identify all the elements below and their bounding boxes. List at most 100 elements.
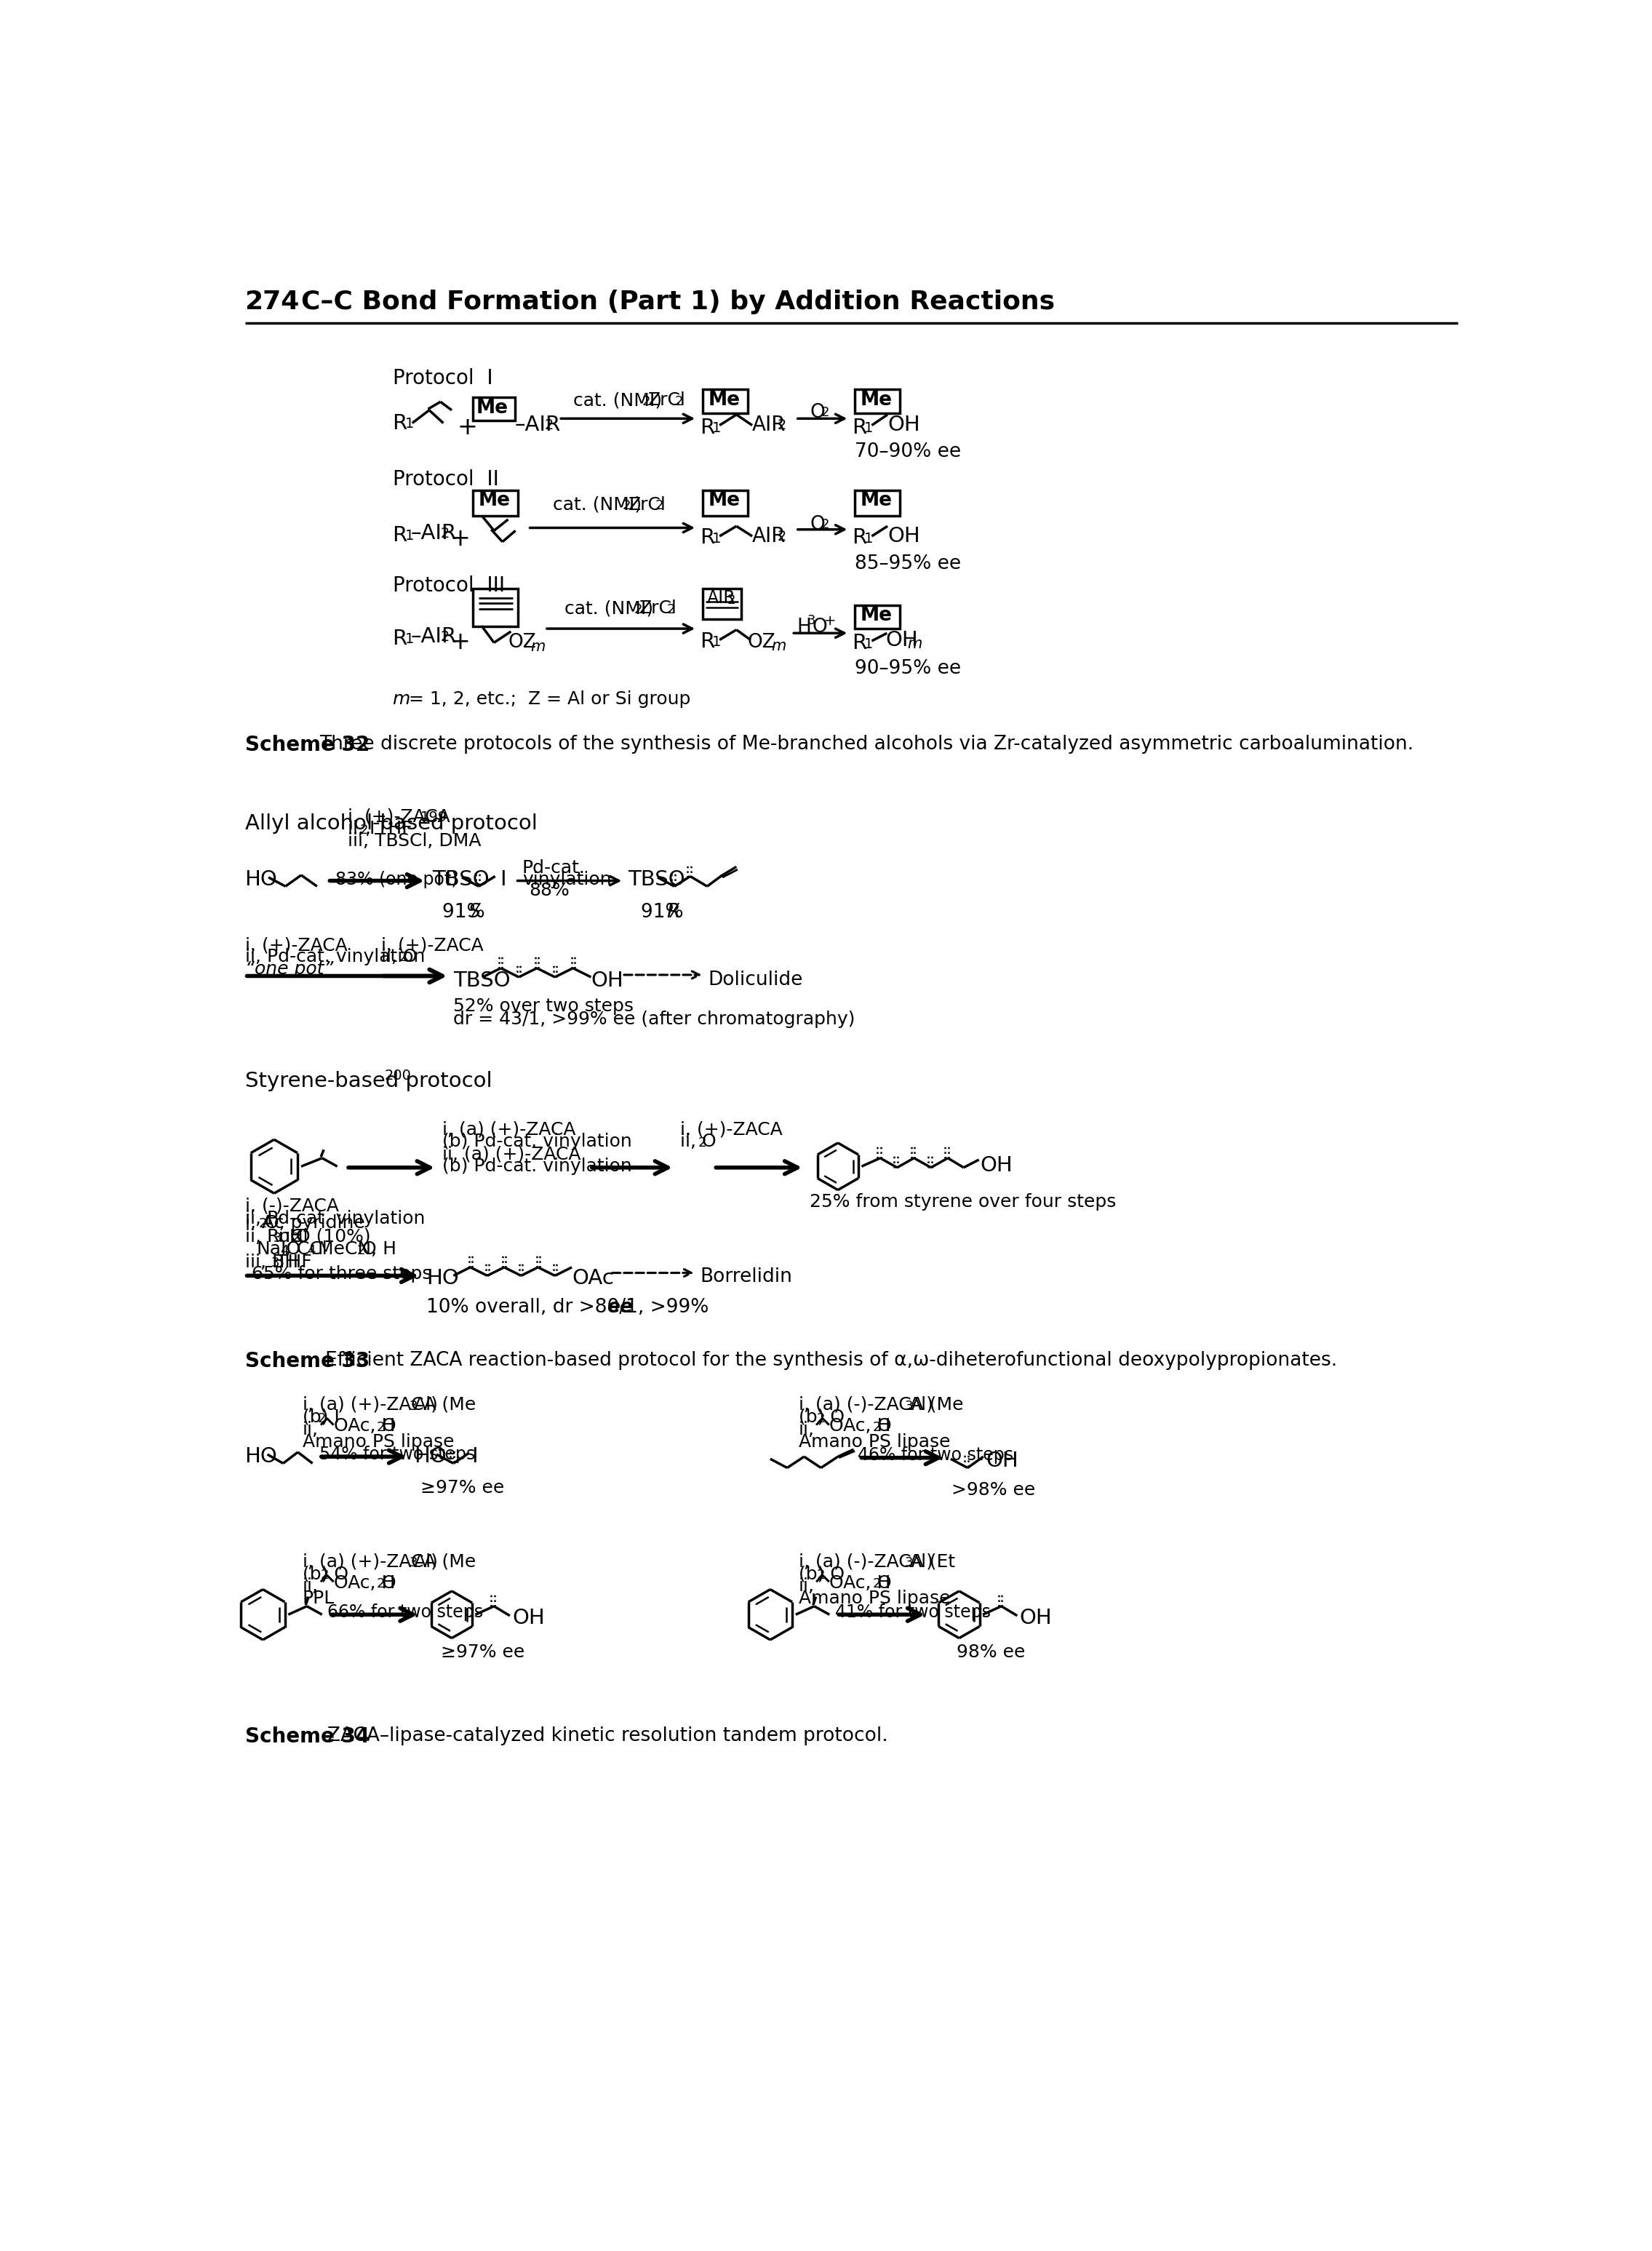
Text: HO: HO	[244, 1447, 278, 1468]
Text: 70–90% ee: 70–90% ee	[854, 441, 961, 461]
Text: 1: 1	[864, 531, 874, 545]
Text: (b) Pd-cat. vinylation: (b) Pd-cat. vinylation	[443, 1157, 631, 1175]
Text: 66% for two steps: 66% for two steps	[327, 1603, 484, 1621]
Text: R: R	[393, 628, 408, 648]
Text: Amano PS lipase: Amano PS lipase	[798, 1589, 950, 1607]
Text: nH: nH	[278, 1229, 304, 1245]
Bar	[472, 491, 517, 515]
Text: R: R	[852, 416, 867, 439]
Text: OH: OH	[887, 414, 920, 434]
Text: ZrCl: ZrCl	[648, 392, 686, 410]
Text: Pd-cat.: Pd-cat.	[522, 860, 585, 878]
Text: 3: 3	[808, 615, 816, 628]
Text: >98% ee: >98% ee	[952, 1481, 1036, 1499]
Text: iii, TBSCl, DMA: iii, TBSCl, DMA	[347, 833, 481, 851]
Text: PPL: PPL	[302, 1589, 334, 1607]
Text: 2: 2	[816, 1411, 824, 1425]
Text: ii, O: ii, O	[382, 948, 418, 966]
Text: i, (+)-ZACA: i, (+)-ZACA	[347, 808, 449, 826]
Text: ee: ee	[606, 1299, 633, 1317]
Bar	[854, 389, 900, 412]
Text: 3: 3	[410, 1555, 418, 1569]
Bar	[854, 606, 900, 628]
Text: OAc, H: OAc, H	[334, 1418, 395, 1434]
Text: 3: 3	[271, 1256, 279, 1270]
Text: ii,: ii,	[798, 1420, 814, 1438]
Text: Scheme 34: Scheme 34	[244, 1727, 370, 1747]
Text: +: +	[449, 527, 471, 551]
Text: NaIO: NaIO	[256, 1240, 301, 1258]
Text: AIR: AIR	[707, 590, 737, 608]
Text: O: O	[362, 1240, 377, 1258]
Text: (b) Pd-cat. vinylation: (b) Pd-cat. vinylation	[443, 1132, 631, 1150]
Text: R: R	[393, 524, 408, 545]
Text: ii, Pd-cat. vinylation: ii, Pd-cat. vinylation	[244, 948, 425, 966]
Text: ≥97% ee: ≥97% ee	[441, 1643, 524, 1661]
Text: O (10%): O (10%)	[296, 1229, 370, 1245]
Text: OAc: OAc	[572, 1267, 615, 1290]
Text: R: R	[852, 527, 867, 549]
Text: cat. (NMI): cat. (NMI)	[573, 392, 662, 410]
Text: (b) O: (b) O	[798, 1564, 844, 1582]
Text: 3: 3	[904, 1400, 914, 1414]
Text: 274: 274	[244, 290, 299, 315]
Text: m: m	[393, 691, 410, 707]
Text: H: H	[796, 617, 811, 637]
Text: 1: 1	[712, 635, 722, 648]
Text: Me: Me	[861, 392, 892, 410]
Text: Me: Me	[709, 491, 740, 511]
Text: O: O	[809, 515, 824, 533]
Text: I: I	[471, 1447, 477, 1468]
Text: 88%: 88%	[529, 882, 570, 900]
Text: OH: OH	[980, 1155, 1013, 1175]
Text: OZ: OZ	[509, 633, 537, 653]
Text: OH: OH	[591, 970, 623, 990]
Text: 2: 2	[320, 1569, 329, 1582]
Text: ii,: ii,	[798, 1578, 814, 1596]
Text: OH: OH	[512, 1607, 545, 1627]
Text: 2: 2	[377, 1578, 385, 1591]
Text: 54% for two steps: 54% for two steps	[319, 1445, 476, 1463]
Text: 2: 2	[666, 603, 676, 617]
Text: 2: 2	[776, 529, 786, 542]
Text: i, (+)-ZACA: i, (+)-ZACA	[244, 936, 347, 954]
Text: Scheme 32: Scheme 32	[244, 736, 370, 756]
Text: OH: OH	[1019, 1607, 1052, 1627]
Text: +: +	[449, 630, 471, 655]
Text: Al): Al)	[415, 1553, 438, 1571]
Text: R: R	[700, 633, 715, 653]
Text: Me: Me	[861, 606, 892, 626]
Text: m: m	[771, 639, 786, 653]
Bar	[702, 389, 748, 412]
Text: OAc, H: OAc, H	[829, 1418, 890, 1434]
Text: Protocol  I: Protocol I	[393, 369, 492, 389]
Text: cat. (NMI): cat. (NMI)	[565, 599, 653, 617]
Text: Styrene-based protocol: Styrene-based protocol	[244, 1071, 492, 1092]
Text: AIR: AIR	[752, 527, 786, 547]
Text: S: S	[468, 903, 481, 923]
Bar	[472, 396, 515, 421]
Text: +: +	[824, 615, 836, 628]
Text: 91%: 91%	[443, 903, 491, 923]
Text: ii, Pd-cat. vinylation: ii, Pd-cat. vinylation	[244, 1209, 425, 1227]
Text: 1: 1	[712, 421, 722, 434]
Text: 25% from styrene over four steps: 25% from styrene over four steps	[809, 1193, 1117, 1211]
Text: Me: Me	[477, 491, 510, 511]
Text: ≥97% ee: ≥97% ee	[421, 1479, 504, 1497]
Text: HO: HO	[415, 1447, 446, 1468]
Text: 3: 3	[273, 1231, 281, 1245]
Text: 2: 2	[656, 500, 664, 513]
Text: Me: Me	[861, 491, 892, 511]
Text: Me: Me	[709, 392, 740, 410]
Text: 2: 2	[634, 603, 643, 617]
Text: Amano PS lipase: Amano PS lipase	[798, 1434, 950, 1450]
Text: Al): Al)	[909, 1396, 933, 1414]
Text: OH: OH	[885, 630, 919, 651]
Text: –AIR: –AIR	[411, 522, 456, 542]
Text: OZ: OZ	[748, 633, 776, 653]
Text: O, pyridine: O, pyridine	[264, 1213, 365, 1231]
Text: ii, O: ii, O	[681, 1132, 717, 1150]
Text: m: m	[907, 637, 922, 651]
Text: 2: 2	[776, 419, 786, 432]
Text: O: O	[382, 1573, 395, 1591]
